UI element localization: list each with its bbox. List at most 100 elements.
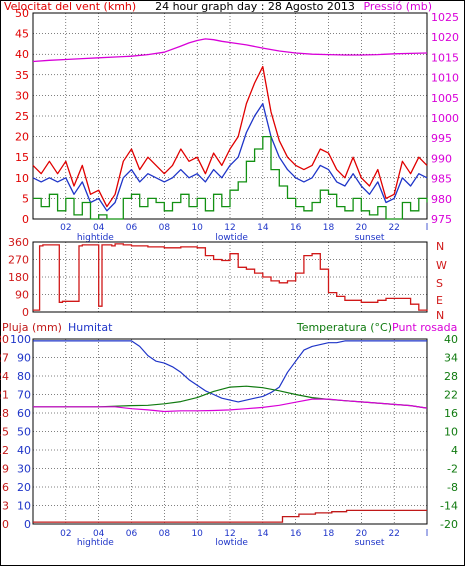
panel1-series-gust: [32, 65, 428, 208]
panel1-x-tick-label: 14: [257, 223, 269, 233]
panel3-temperature-tick-label: -8: [447, 481, 458, 494]
panel3-temperature-tick-label: 4: [451, 444, 458, 457]
panel1-right-tick-label: 1000: [431, 112, 459, 125]
panel3-rain-tick-label: 18: [0, 407, 9, 420]
panel3-temperature-tick-label: -20: [440, 518, 458, 531]
panel3-x-tick-label: 10: [191, 529, 203, 539]
panel1-right-tick-label: 1020: [431, 31, 459, 44]
panel3-humidity-tick-label: 40: [17, 444, 31, 457]
panel3-rain-tick-label: 6: [2, 481, 9, 494]
panel3-rain-tick-label: 12: [0, 444, 9, 457]
panel1-right-tick-label: 975: [431, 213, 452, 226]
panel3-rain-tick-label: 27: [0, 352, 9, 365]
panel1-right-tick-label: 1015: [431, 51, 459, 64]
panel1-x-tick-label: 08: [159, 223, 171, 233]
panel3-rain-tick-label: 9: [2, 463, 9, 476]
panel1-x-tick-label: 02: [60, 223, 71, 233]
panel3-rain-tick-label: 30: [0, 333, 9, 346]
panel1-title: 24 hour graph day : 28 Agosto 2013: [155, 0, 355, 13]
panel3-x-tick-label: 16: [290, 529, 302, 539]
panel3-rain-tick-label: 15: [0, 426, 9, 439]
panel1-series-pressure: [32, 38, 428, 63]
panel1-left-tick-label: 40: [15, 48, 29, 61]
panel3-humidity-tick-label: 0: [24, 518, 31, 531]
panel3-rain-tick-label: 3: [2, 500, 9, 513]
panel1-left-tick-label: 10: [15, 172, 29, 185]
panel3-x-tick-label: 06: [126, 529, 138, 539]
panel3-temperature-title: Temperatura (°C): [296, 321, 392, 334]
panel1-x-tick-label: 04: [93, 223, 105, 233]
panel3-series-rain: [33, 509, 427, 523]
panel1-right-tick-label: 985: [431, 173, 452, 186]
panel3-x-tick-label: l: [426, 529, 429, 539]
panel3-marker-label: sunset: [355, 538, 385, 548]
panel1-x-tick-label: 18: [323, 223, 335, 233]
panel1-left-axis-title: Velocitat del vent (kmh): [4, 0, 136, 13]
panel3-x-tick-label: 08: [159, 529, 171, 539]
panel1-series-min: [33, 135, 428, 220]
panel2-compass-label: N: [436, 240, 444, 253]
panel2-left-tick-label: 360: [8, 236, 29, 249]
panel3-temperature-tick-label: 16: [444, 407, 458, 420]
panel1-x-tick-label: 16: [290, 223, 302, 233]
panel3-x-tick-label: 04: [93, 529, 105, 539]
panel3-humidity-tick-label: 50: [17, 426, 31, 439]
panel3-x-tick-label: 18: [323, 529, 335, 539]
panel1-right-tick-label: 995: [431, 132, 452, 145]
panel3-humidity-tick-label: 10: [17, 500, 31, 513]
panel1-left-tick-label: 20: [15, 131, 29, 144]
panel3-x-tick-label: 12: [224, 529, 235, 539]
panel1-left-tick-label: 25: [15, 110, 29, 123]
panel3-temperature-tick-label: 10: [444, 426, 458, 439]
panel3-temperature-tick-label: 34: [444, 352, 458, 365]
panel1-marker-label: sunset: [355, 233, 385, 243]
panel1-left-tick-label: 5: [22, 192, 29, 205]
panel1-right-tick-label: 1010: [431, 72, 459, 85]
panel3-humidity-tick-label: 90: [17, 352, 31, 365]
panel1-series-avg: [32, 102, 428, 212]
panel2-compass-label: W: [436, 259, 447, 272]
panel3-marker-label: hightide: [77, 538, 114, 548]
panel1-right-tick-label: 1025: [431, 11, 459, 24]
panel2-left-tick-label: 180: [8, 271, 29, 284]
panel1-x-tick-label: 06: [126, 223, 138, 233]
panel3-series-humidity: [33, 340, 427, 403]
panel1-right-tick-label: 990: [431, 152, 452, 165]
panel3-temperature-tick-label: -2: [447, 463, 458, 476]
panel2-left-tick-label: 90: [15, 289, 29, 302]
panel2-compass-label: E: [436, 294, 443, 307]
panel3-series-dewpoint: [33, 398, 428, 413]
panel3-temperature-tick-label: 22: [444, 389, 458, 402]
panel3-humidity-tick-label: 80: [17, 370, 31, 383]
panel1-marker-label: lowtide: [215, 233, 248, 243]
panel3-temperature-tick-label: -14: [440, 500, 458, 513]
panel3-humidity-tick-label: 60: [17, 407, 31, 420]
panel1-right-tick-label: 1005: [431, 92, 459, 105]
panel3-rain-tick-label: 21: [0, 389, 9, 402]
panel3-temperature-tick-label: 28: [444, 370, 458, 383]
panel1-left-tick-label: 45: [15, 28, 29, 41]
panel3-humidity-tick-label: 20: [17, 481, 31, 494]
panel3-x-tick-label: 14: [257, 529, 269, 539]
panel1-right-tick-label: 980: [431, 193, 452, 206]
panel1-left-tick-label: 0: [22, 213, 29, 226]
panel3-x-tick-label: 22: [388, 529, 399, 539]
panel2-left-tick-label: 270: [8, 254, 29, 267]
panel1-x-tick-label: 12: [224, 223, 235, 233]
panel3-rain-tick-label: 0: [2, 518, 9, 531]
panel3-humidity-tick-label: 100: [10, 333, 31, 346]
panel2-plot-area: [32, 241, 428, 313]
panel1-left-tick-label: 15: [15, 151, 29, 164]
panel2-series-dir: [33, 243, 428, 311]
panel3-rain-title: Pluja (mm): [2, 321, 62, 334]
panel3-marker-label: lowtide: [215, 538, 248, 548]
panel3-humidity-title: Humitat: [68, 321, 113, 334]
panel3-humidity-tick-label: 70: [17, 389, 31, 402]
panel1-left-tick-label: 50: [15, 7, 29, 20]
panel3-x-tick-label: 02: [60, 529, 71, 539]
panel2-left-tick-label: 0: [22, 306, 29, 319]
panel1-right-axis-title: Pressió (mb): [363, 0, 432, 13]
panel1-left-tick-label: 30: [15, 89, 29, 102]
panel3-dewpoint-title: Punt rosada: [392, 321, 457, 334]
